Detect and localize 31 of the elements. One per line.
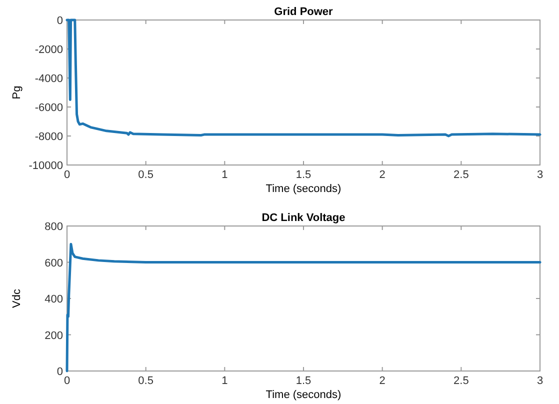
x-tick-label: 1 [222, 375, 228, 387]
x-tick-label: 2.5 [454, 169, 469, 181]
y-tick-label: 400 [44, 294, 63, 306]
x-tick-label: 3 [536, 375, 544, 387]
y-tick-label: -8000 [34, 131, 63, 143]
x-tick-label: 0.5 [138, 375, 154, 387]
line-series [66, 18, 542, 138]
y-axis-title: Pg [11, 86, 23, 100]
x-tick-label: 1.5 [296, 375, 312, 387]
x-tick-label: 2.5 [454, 375, 469, 387]
y-tick-label: 800 [44, 221, 63, 233]
y-tick-label: 0 [56, 366, 63, 378]
x-tick-label: 3 [536, 169, 544, 181]
chart-title: Grid Power [274, 6, 334, 18]
chart-title: DC Link Voltage [262, 212, 346, 224]
y-tick-label: 200 [44, 330, 63, 342]
x-axis-title: Time (seconds) [266, 183, 342, 195]
x-tick-label: 2 [379, 169, 386, 181]
y-tick-label: -6000 [34, 102, 63, 114]
x-tick-label: 0.5 [138, 169, 154, 181]
y-tick-label: 600 [44, 257, 63, 270]
x-tick-label: 2 [379, 375, 386, 387]
y-tick-label: -4000 [34, 73, 63, 85]
x-tick-label: 1 [222, 169, 228, 181]
y-tick-label: -2000 [34, 44, 63, 56]
x-tick-label: 1.5 [296, 169, 312, 181]
line-series [66, 242, 542, 372]
y-tick-label: -10000 [28, 160, 63, 172]
x-axis-title: Time (seconds) [266, 389, 342, 401]
y-tick-label: 0 [56, 15, 63, 27]
y-axis-title: Vdc [11, 288, 23, 308]
